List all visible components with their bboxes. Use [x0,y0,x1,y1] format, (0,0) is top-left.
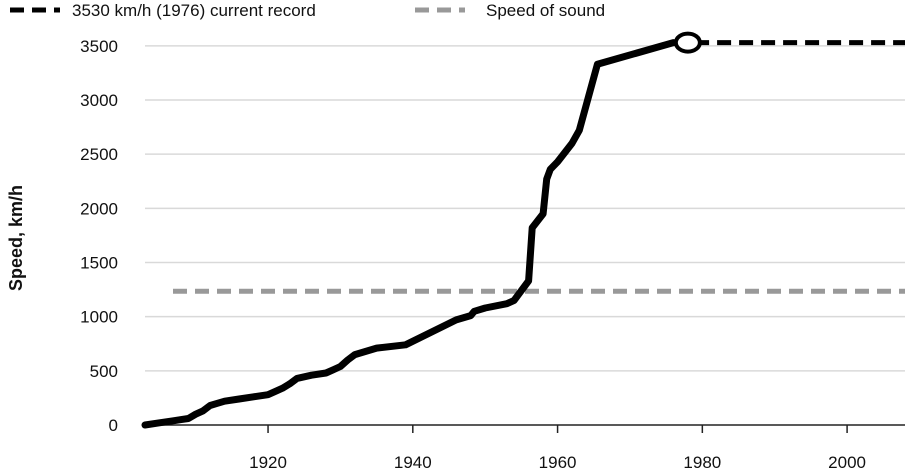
y-tick-label-1500: 1500 [80,254,118,273]
x-tick-label-1940: 1940 [394,453,432,470]
speed-record-series-line [141,39,677,429]
legend: 3530 km/h (1976) current record Speed of… [10,1,605,20]
grid-lines [145,45,905,372]
y-tick-label-0: 0 [109,416,118,435]
y-axis-title: Speed, km/h [6,185,26,291]
y-tick-label-2000: 2000 [80,199,118,218]
record-marker [673,31,702,54]
x-tick-label-1920: 1920 [249,453,287,470]
y-tick-label-3500: 3500 [80,37,118,56]
x-tick-label-1960: 1960 [539,453,577,470]
legend-sound-label: Speed of sound [486,1,605,20]
legend-record-label: 3530 km/h (1976) current record [72,1,316,20]
y-tick-label-3000: 3000 [80,91,118,110]
y-axis-ticks: 0 500 1000 1500 2000 2500 3000 3500 [80,37,118,435]
x-tick-label-2000: 2000 [828,453,866,470]
x-tick-label-1980: 1980 [683,453,721,470]
y-tick-label-1000: 1000 [80,308,118,327]
x-axis-ticks: 1920 1940 1960 1980 2000 [249,425,866,470]
y-tick-label-2500: 2500 [80,145,118,164]
y-tick-label-500: 500 [90,362,118,381]
